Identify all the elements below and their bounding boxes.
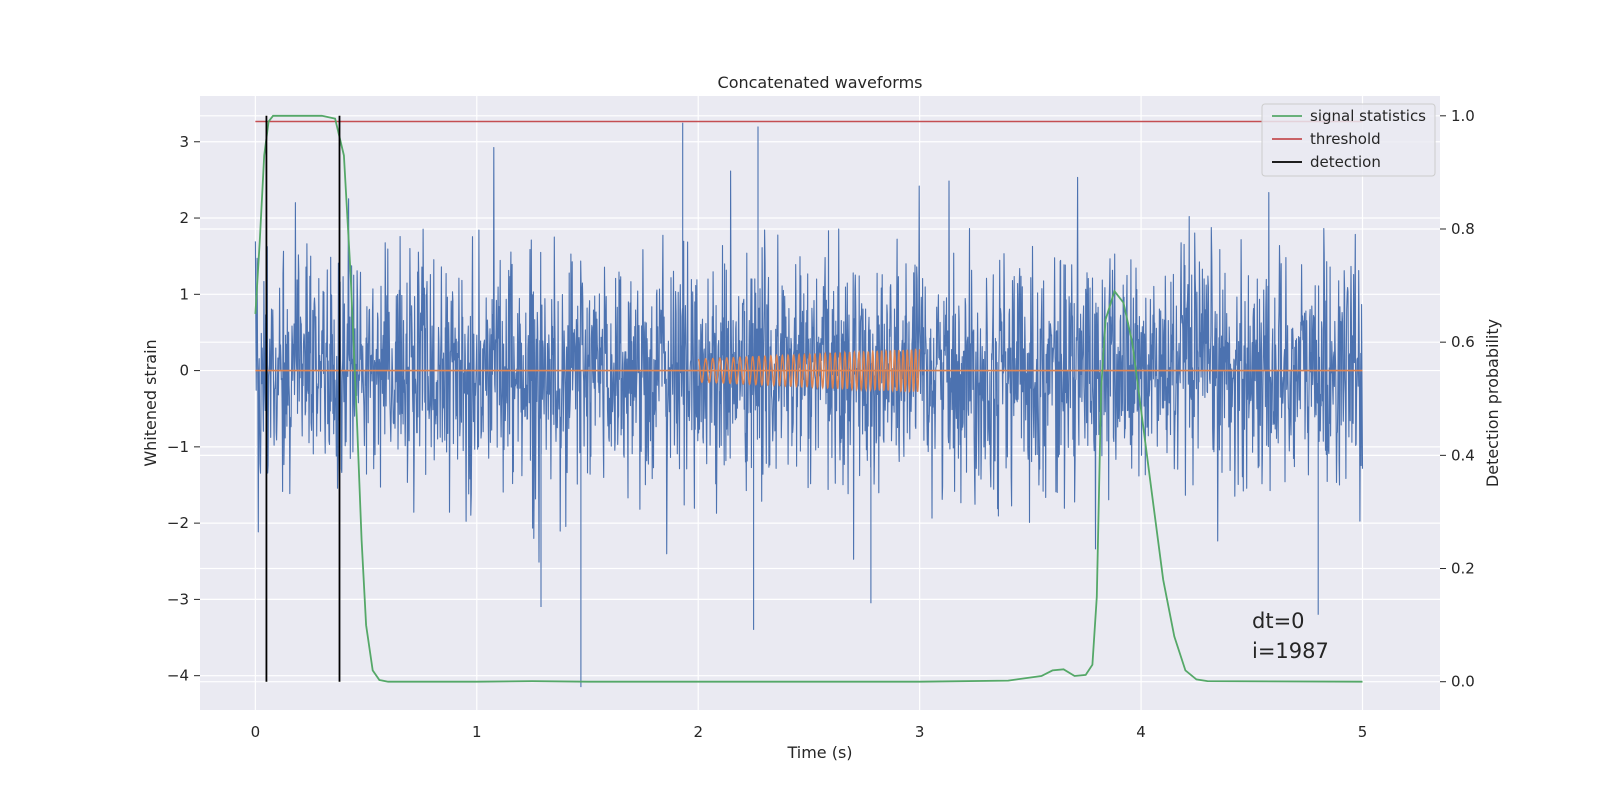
x-tick-label: 2 (693, 723, 703, 741)
plot-area (200, 96, 1440, 710)
x-axis-title: Time (s) (786, 743, 852, 762)
data-layer (254, 114, 1364, 688)
y-tick-label: 0 (179, 362, 189, 380)
x-tick-label: 0 (251, 723, 261, 741)
y-right-tick-label: 1.0 (1451, 107, 1475, 125)
y-tick-label: 3 (179, 133, 189, 151)
y-tick-label: −4 (167, 667, 189, 685)
y-right-tick-label: 0.4 (1451, 446, 1475, 464)
legend-label-signal-statistics: signal statistics (1310, 107, 1426, 125)
y-axis-left-ticks: −4 −3 −2 −1 0 1 2 3 (167, 133, 200, 685)
legend-box (1261, 103, 1436, 177)
detection-lines (265, 115, 341, 682)
legend-label-detection: detection (1310, 153, 1381, 171)
y-tick-label: −2 (167, 514, 189, 532)
annotation-index: i=1987 (1252, 639, 1329, 663)
x-axis-ticks: 0 1 2 3 4 5 (251, 723, 1368, 741)
y-tick-label: −1 (167, 438, 189, 456)
y-right-tick-label: 0.2 (1451, 560, 1475, 578)
legend: signal statistics threshold detection (1261, 103, 1436, 177)
annotation-dt: dt=0 (1252, 609, 1305, 633)
y-tick-label: 1 (179, 285, 189, 303)
y-right-tick-label: 0.8 (1451, 220, 1475, 238)
chart-title: Concatenated waveforms (718, 73, 923, 92)
y-right-tick-label: 0.6 (1451, 333, 1475, 351)
y-axis-left-title: Whitened strain (141, 339, 160, 466)
x-tick-label: 1 (472, 723, 482, 741)
y-tick-label: −3 (167, 590, 189, 608)
series-signal-statistics-line (254, 114, 1363, 683)
x-tick-label: 5 (1358, 723, 1368, 741)
y-tick-label: 2 (179, 209, 189, 227)
legend-label-threshold: threshold (1310, 130, 1381, 148)
series-injected-line (697, 348, 921, 394)
y-right-tick-label: 0.0 (1451, 673, 1475, 691)
x-tick-label: 3 (915, 723, 925, 741)
x-tick-label: 4 (1136, 723, 1146, 741)
y-axis-right-title: Detection probability (1483, 319, 1502, 487)
series-noise-line (254, 122, 1364, 688)
y-axis-right-ticks: 0.0 0.2 0.4 0.6 0.8 1.0 (1440, 107, 1475, 691)
grid-lines (200, 96, 1440, 710)
